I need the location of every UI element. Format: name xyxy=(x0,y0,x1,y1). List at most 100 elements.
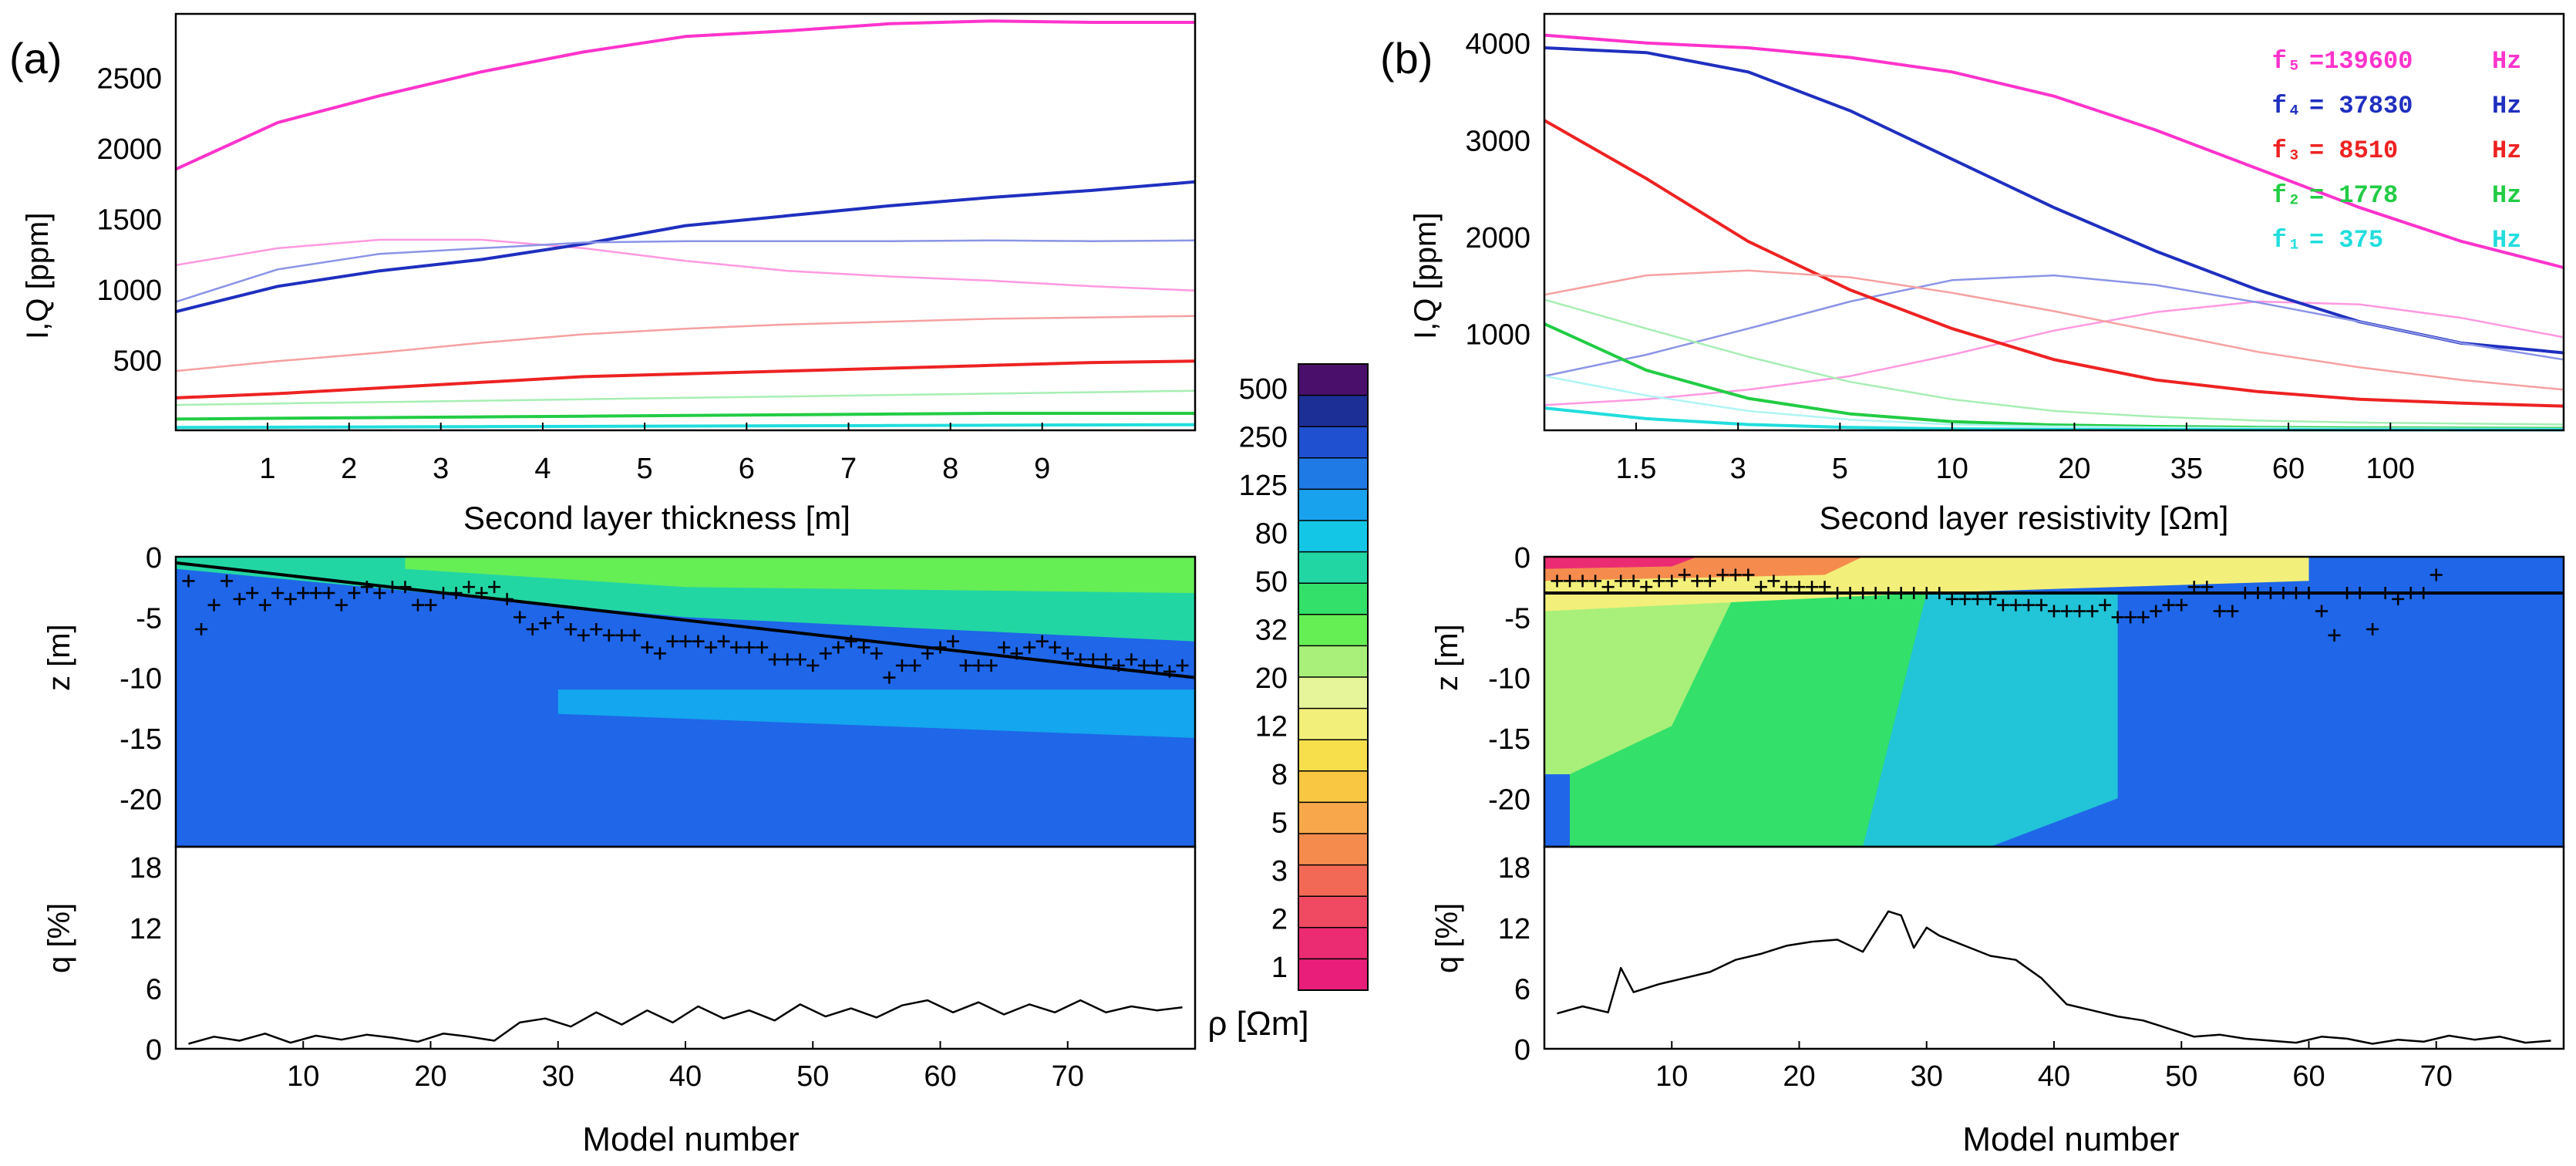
legend-unit: Hz xyxy=(2492,181,2521,210)
colorbar-swatch xyxy=(1298,426,1368,459)
b-mid-point xyxy=(1958,592,1972,605)
a-mid-point xyxy=(819,647,832,660)
b-mid-point xyxy=(1984,592,1997,605)
a-bot-xtick: 30 xyxy=(542,1060,574,1093)
a-mid-point xyxy=(1023,641,1036,654)
a-mid-point xyxy=(1010,647,1023,660)
colorbar-swatch xyxy=(1298,614,1368,646)
a-top-series-8 xyxy=(175,423,1196,430)
colorbar-swatch xyxy=(1298,677,1368,709)
a-mid-point xyxy=(692,635,705,648)
a-mid-point xyxy=(1074,653,1087,666)
b-mid-point xyxy=(2341,587,2354,599)
a-mid-point xyxy=(399,581,412,594)
b-mid-point xyxy=(1729,568,1742,581)
a-mid-point xyxy=(793,653,806,666)
b-bot-ytick: 18 xyxy=(1498,852,1530,885)
a-mid-true-boundary xyxy=(175,561,1196,679)
a-bot-ytick: 18 xyxy=(130,852,162,885)
a-mid-point xyxy=(195,623,208,635)
b-mid-point xyxy=(1564,575,1577,588)
a-top-xtick: 6 xyxy=(739,453,755,485)
a-mid-point xyxy=(590,623,603,635)
b-mid-point xyxy=(2060,605,2073,618)
b-top-xtick: 5 xyxy=(1832,453,1848,485)
b-mid-point xyxy=(1754,581,1767,594)
a-mid-point xyxy=(284,592,297,605)
b-mid-point xyxy=(2099,598,2112,612)
b-mid-point xyxy=(2137,611,2150,624)
a-mid-point xyxy=(972,659,985,672)
legend-value: = 37830 xyxy=(2309,92,2413,120)
a-mid-point xyxy=(768,653,781,666)
colorbar-swatch xyxy=(1298,708,1368,740)
a-mid-point xyxy=(641,641,654,654)
legend-name: f₂ xyxy=(2272,181,2302,210)
a-mid-point xyxy=(348,587,361,599)
a-mid-point xyxy=(450,587,463,599)
legend-value: = 1778 xyxy=(2309,181,2398,210)
a-mid-point xyxy=(424,598,437,612)
a-top-ytick: 2500 xyxy=(96,62,162,95)
b-top-ytick: 2000 xyxy=(1465,222,1530,254)
a-mid-ytick: -5 xyxy=(136,602,162,635)
legend-value: =139600 xyxy=(2309,47,2413,76)
b-mid-point xyxy=(2150,605,2163,618)
legend-unit: Hz xyxy=(2492,136,2521,165)
panel-b-top-ylabel: I,Q [ppm] xyxy=(1409,213,1443,340)
a-top-series-3 xyxy=(175,239,1196,303)
colorbar-tick: 12 xyxy=(1255,710,1288,743)
colorbar-tick: 1 xyxy=(1271,952,1288,984)
b-mid-point xyxy=(1793,581,1806,594)
a-mid-point xyxy=(895,659,908,672)
b-top-ytick: 4000 xyxy=(1465,29,1530,61)
panel-a-top-xlabel: Second layer thickness [m] xyxy=(463,500,850,536)
a-mid-point xyxy=(742,641,756,654)
panel-b-top-xlabel: Second layer resistivity [Ωm] xyxy=(1820,500,2229,536)
a-mid-point xyxy=(1099,653,1113,666)
b-mid-point xyxy=(1894,587,1908,599)
legend-name: f₁ xyxy=(2272,226,2302,254)
a-top-xtick: 3 xyxy=(433,453,449,485)
b-mid-point xyxy=(2175,598,2188,612)
colorbar-tick: 250 xyxy=(1239,422,1288,454)
panel-a-top-ylabel: I,Q [ppm] xyxy=(21,213,55,340)
b-mid-ytick: -20 xyxy=(1488,784,1530,816)
b-mid-point xyxy=(1576,575,1589,588)
b-mid-point xyxy=(2264,587,2277,599)
b-top-xtick: 20 xyxy=(2058,453,2090,485)
a-section-layer-1 xyxy=(557,689,1195,738)
b-mid-point xyxy=(2187,581,2201,594)
a-mid-point xyxy=(437,587,450,599)
a-mid-point xyxy=(998,641,1011,654)
colorbar-swatch xyxy=(1298,959,1368,991)
b-mid-point xyxy=(2277,587,2290,599)
b-mid-point xyxy=(2353,587,2366,599)
b-mid-point xyxy=(1652,575,1665,588)
legend-unit: Hz xyxy=(2492,226,2521,254)
a-mid-point xyxy=(1061,647,1074,660)
a-mid-point xyxy=(806,659,820,672)
colorbar-swatch xyxy=(1298,834,1368,866)
colorbar-swatch xyxy=(1298,802,1368,834)
colorbar-swatch xyxy=(1298,864,1368,897)
b-mid-point xyxy=(2302,587,2315,599)
b-mid-point xyxy=(2251,587,2265,599)
b-mid-point xyxy=(2404,587,2417,599)
a-q-line xyxy=(188,999,1183,1045)
a-mid-ytick: -20 xyxy=(120,784,162,816)
legend-unit: Hz xyxy=(2492,47,2521,76)
b-mid-point xyxy=(2162,598,2175,612)
b-mid-point xyxy=(1933,587,1946,599)
colorbar-tick: 20 xyxy=(1255,662,1288,695)
a-bot-ytick: 6 xyxy=(146,973,162,1006)
a-mid-point xyxy=(908,659,921,672)
a-mid-point xyxy=(934,641,947,654)
a-mid-point xyxy=(705,641,718,654)
colorbar-tick: 3 xyxy=(1271,855,1288,888)
b-top-ytick: 1000 xyxy=(1465,318,1530,351)
a-mid-point xyxy=(959,659,972,672)
b-mid-point xyxy=(1908,587,1921,599)
b-mid-point xyxy=(2379,587,2392,599)
